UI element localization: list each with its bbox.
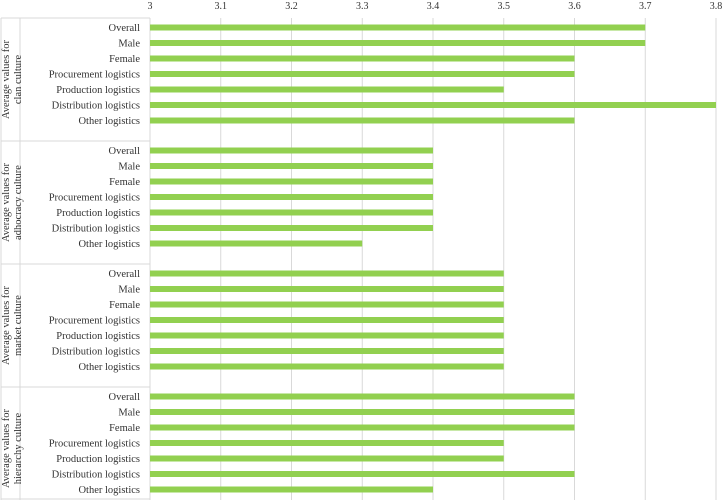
bar (150, 40, 646, 46)
category-label: Female (109, 54, 140, 65)
bar (150, 486, 433, 493)
category-label: Procurement logistics (49, 193, 140, 204)
category-label: Distribution logistics (52, 470, 140, 481)
bar (150, 409, 575, 415)
category-label: Production logistics (56, 85, 140, 96)
x-tick-label: 3.3 (356, 1, 369, 12)
bar (150, 225, 433, 231)
category-label: Distribution logistics (52, 101, 140, 112)
category-label: Overall (109, 146, 141, 157)
category-label: Overall (109, 269, 141, 280)
category-label: Overall (109, 392, 141, 403)
x-tick-label: 3 (148, 1, 153, 12)
bar (150, 332, 504, 339)
bar (150, 471, 575, 477)
gridlines (149, 18, 717, 500)
bar (150, 86, 504, 93)
group-frames (0, 17, 150, 500)
bar (150, 455, 504, 462)
category-label: Other logistics (78, 116, 140, 127)
x-tick-label: 3.7 (639, 1, 652, 12)
group-labels: Average values forclan culture Average va… (1, 39, 24, 488)
category-label: Female (109, 177, 140, 188)
x-tick-label: 3.1 (215, 1, 228, 12)
category-label: Production logistics (56, 331, 140, 342)
group-label: Average values formarket culture (1, 285, 24, 365)
x-tick-label: 3.8 (710, 1, 723, 12)
bar (150, 440, 504, 446)
x-tick-label: 3.5 (498, 1, 511, 12)
group-label: Average values foradhocracy culture (1, 162, 24, 242)
group-label: Average values forhierarchy culture (1, 408, 24, 488)
bar (150, 209, 433, 216)
bar (150, 240, 363, 247)
bar (150, 178, 433, 185)
category-label: Overall (109, 23, 141, 34)
category-label: Distribution logistics (52, 224, 140, 235)
category-label: Procurement logistics (49, 316, 140, 327)
x-tick-label: 3.6 (568, 1, 581, 12)
category-label: Female (109, 300, 140, 311)
bar (150, 317, 504, 323)
bar (150, 55, 575, 62)
bar (150, 286, 504, 292)
bar (150, 102, 716, 108)
bars (150, 24, 716, 493)
category-label: Procurement logistics (49, 70, 140, 81)
category-label: Production logistics (56, 208, 140, 219)
bar (150, 147, 433, 154)
bar (150, 163, 433, 169)
x-tick-label: 3.2 (285, 1, 298, 12)
bar (150, 363, 504, 370)
bar (150, 424, 575, 431)
category-labels: Overall Male Female Procurement logistics Pr… (49, 23, 141, 496)
bar (150, 24, 646, 31)
x-axis-ticks: 3 3.1 3.2 3.3 3.4 3.5 3.6 3.7 3.8 (148, 1, 723, 12)
category-label: Other logistics (78, 485, 140, 496)
category-label: Male (118, 162, 140, 173)
category-label: Distribution logistics (52, 347, 140, 358)
category-label: Male (118, 39, 140, 50)
group-label: Average values forclan culture (1, 39, 24, 119)
category-label: Procurement logistics (49, 439, 140, 450)
bar (150, 393, 575, 400)
bar (150, 301, 504, 308)
category-label: Male (118, 408, 140, 419)
bar (150, 270, 504, 277)
category-label: Male (118, 285, 140, 296)
bar (150, 117, 575, 124)
category-label: Other logistics (78, 239, 140, 250)
category-label: Female (109, 423, 140, 434)
category-label: Other logistics (78, 362, 140, 373)
category-label: Production logistics (56, 454, 140, 465)
bar (150, 71, 575, 77)
x-tick-label: 3.4 (427, 1, 440, 12)
bar (150, 194, 433, 200)
bar (150, 348, 504, 354)
